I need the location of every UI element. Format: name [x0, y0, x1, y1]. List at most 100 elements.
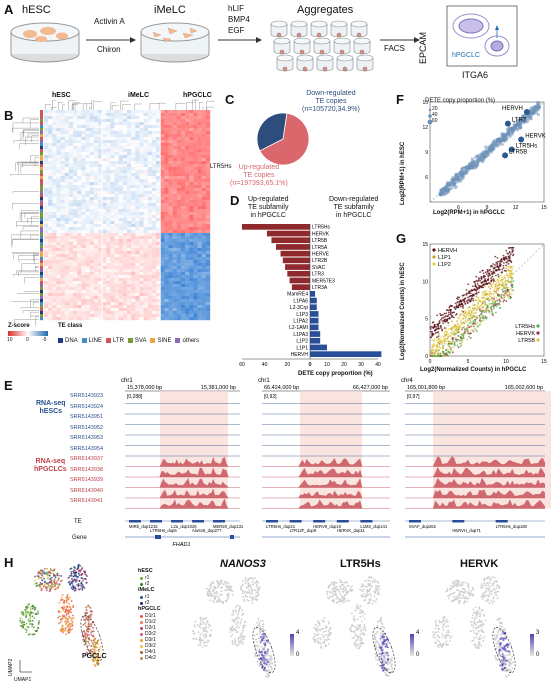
heatmap-cell: [139, 197, 144, 201]
heatmap-cell: [68, 209, 74, 213]
heatmap-cell: [135, 197, 140, 201]
heatmap-cell: [110, 293, 115, 297]
d-left-tick: 60: [239, 362, 245, 368]
pie-up-line2: TE copies: [243, 172, 275, 179]
heatmap-cell: [185, 287, 190, 291]
heatmap-cell: [118, 200, 124, 204]
g-point-HERVH: [453, 316, 455, 319]
heatmap-cell: [81, 233, 86, 237]
heatmap-cell: [127, 284, 132, 288]
heatmap-cell: [48, 230, 53, 234]
heatmap-cell: [164, 191, 169, 195]
heatmap-cell: [127, 302, 132, 306]
g-point-L1P1: [451, 320, 453, 323]
heatmap-cell: [139, 206, 144, 210]
heatmap-cell: [102, 110, 107, 114]
heatmap-cell: [106, 131, 111, 135]
heatmap-cell: [139, 230, 144, 234]
heatmap-cell: [89, 302, 94, 306]
g-point-HERVH: [500, 271, 503, 274]
heatmap-cell: [48, 302, 53, 306]
heatmap-cell: [185, 284, 190, 288]
f-labeled-point: [502, 152, 509, 159]
g-point-HERVH: [432, 333, 435, 336]
f-point: [447, 181, 451, 184]
heatmap-cell: [85, 200, 90, 204]
g-point-HERVH: [449, 313, 452, 316]
zscore-title: Z-score: [8, 323, 30, 329]
heatmap-cell: [114, 281, 119, 285]
panel-label-b: B: [4, 108, 14, 123]
heatmap-cell: [48, 266, 53, 270]
f-point: [456, 177, 461, 182]
heatmap-cell: [56, 230, 61, 234]
heatmap-cell: [160, 245, 165, 249]
heatmap-cell: [160, 110, 165, 114]
heatmap-cell: [118, 305, 124, 309]
f-point: [444, 184, 449, 189]
te-class-cell: [40, 110, 43, 114]
heatmap-cell: [201, 287, 207, 291]
heatmap-cell: [127, 257, 132, 261]
heatmap-cell: [180, 311, 186, 315]
heatmap-cell: [77, 116, 82, 120]
heatmap-cell: [176, 236, 182, 240]
heatmap-cell: [85, 158, 90, 162]
heatmap-cell: [93, 275, 99, 279]
heatmap-cell: [60, 239, 65, 243]
heatmap-cell: [60, 140, 65, 144]
heatmap-cell: [193, 305, 198, 309]
heatmap-cell: [52, 230, 57, 234]
heatmap-cell: [48, 128, 53, 132]
heatmap-cell: [164, 308, 169, 312]
heatmap-cell: [193, 182, 198, 186]
heatmap-cell: [48, 167, 53, 171]
heatmap-cell: [56, 161, 61, 165]
heatmap-cell: [180, 206, 186, 210]
heatmap-cell: [77, 137, 82, 141]
heatmap-cell: [122, 248, 128, 252]
g-point-LTR5B: [507, 296, 510, 299]
heatmap-cell: [118, 194, 124, 198]
heatmap-cell: [85, 122, 90, 126]
pie-slice: [259, 112, 310, 166]
g-point-HERVH: [468, 298, 470, 301]
heatmap-cell: [205, 158, 211, 162]
heatmap-cell: [118, 293, 124, 297]
heatmap-cell: [60, 200, 65, 204]
heatmap-cell: [147, 200, 153, 204]
heatmap-cell: [156, 203, 161, 207]
heatmap-cell: [97, 239, 103, 243]
heatmap-cell: [97, 275, 103, 279]
heatmap-cell: [160, 227, 165, 231]
heatmap-cell: [85, 224, 90, 228]
heatmap-cell: [81, 272, 86, 276]
stage-aggregates-label: Aggregates: [297, 4, 354, 16]
heatmap-cell: [143, 230, 148, 234]
col-dendrogram-branch: [206, 106, 215, 110]
heatmap-cell: [201, 257, 207, 261]
heatmap-cell: [48, 233, 53, 237]
heatmap-cell: [102, 146, 107, 150]
heatmap-cell: [205, 125, 211, 129]
heatmap-cell: [102, 266, 107, 270]
heatmap-cell: [73, 227, 78, 231]
heatmap-cell: [114, 254, 119, 258]
heatmap-cell: [52, 266, 57, 270]
heatmap-cell: [52, 203, 57, 207]
heatmap-cell: [176, 254, 182, 258]
heatmap-cell: [143, 311, 148, 315]
heatmap-cell: [135, 173, 140, 177]
heatmap-cell: [93, 227, 99, 231]
heatmap-cell: [193, 293, 198, 297]
aggregate-cell: [359, 49, 365, 55]
heatmap-cell: [168, 134, 173, 138]
heatmap-cell: [135, 152, 140, 156]
heatmap-cell: [73, 314, 78, 318]
heatmap-cell: [135, 242, 140, 246]
row-dendrogram-branch: [19, 212, 39, 221]
heatmap-cell: [118, 143, 124, 147]
heatmap-cell: [189, 254, 194, 258]
heatmap-cell: [139, 161, 144, 165]
g-point-L1P2: [481, 301, 483, 303]
